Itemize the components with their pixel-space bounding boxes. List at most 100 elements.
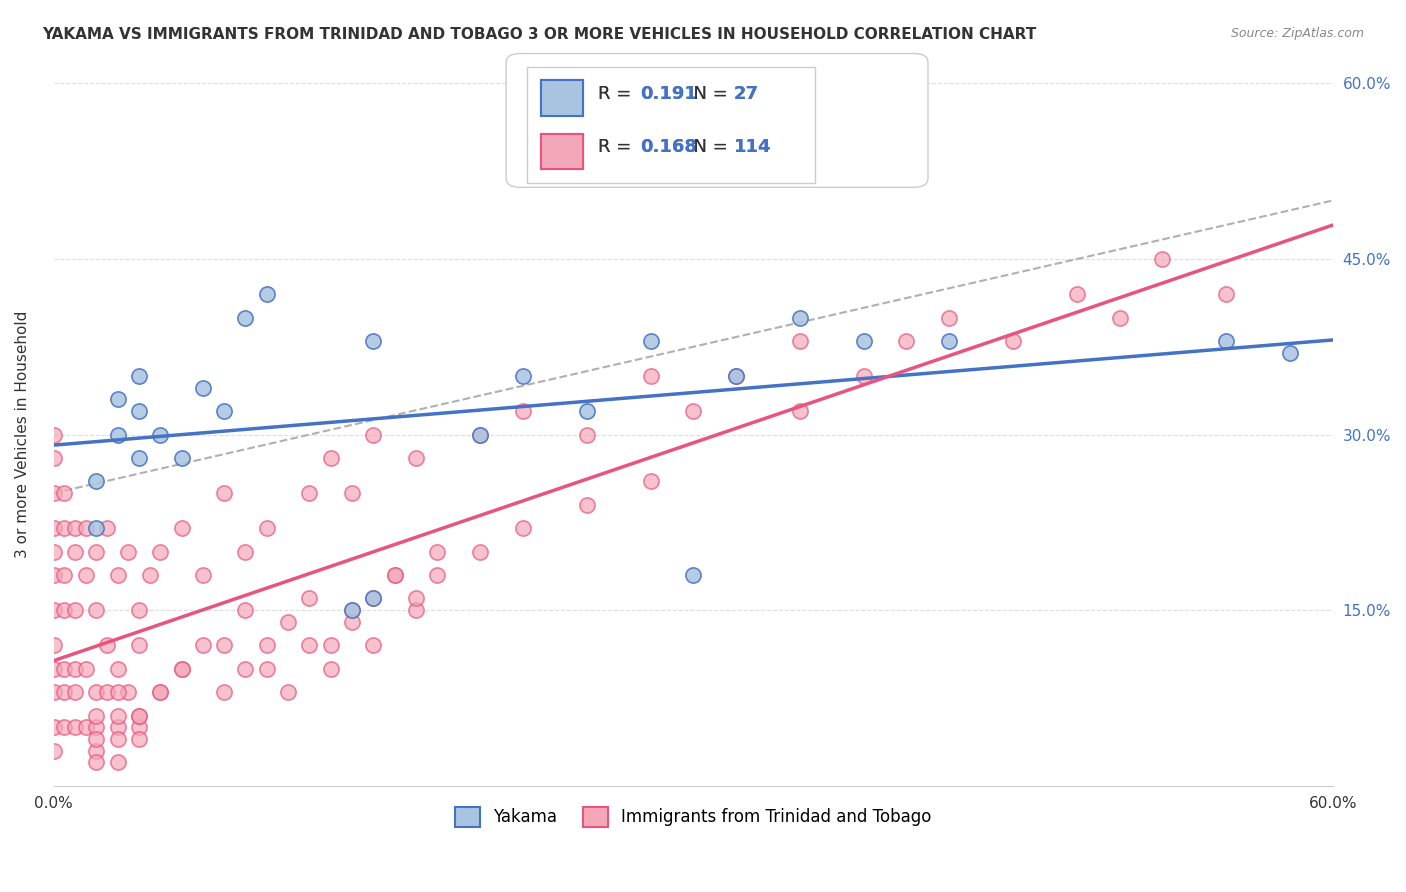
Point: [63, 685, 86, 699]
Text: R =: R =: [598, 85, 637, 103]
Point: [235, 662, 257, 676]
Point: [107, 685, 129, 699]
Point: [128, 450, 150, 465]
Point: [128, 369, 150, 384]
Point: [107, 568, 129, 582]
Y-axis label: 3 or more Vehicles in Household: 3 or more Vehicles in Household: [15, 311, 30, 558]
Text: YAKAMA VS IMMIGRANTS FROM TRINIDAD AND TOBAGO 3 OR MORE VEHICLES IN HOUSEHOLD CO: YAKAMA VS IMMIGRANTS FROM TRINIDAD AND T…: [42, 27, 1036, 42]
Point: [640, 475, 662, 489]
Point: [107, 392, 129, 407]
Point: [298, 486, 321, 500]
Point: [426, 544, 449, 558]
Point: [340, 603, 363, 617]
Text: N =: N =: [682, 138, 734, 156]
Point: [84, 544, 107, 558]
Point: [96, 521, 118, 535]
Point: [107, 427, 129, 442]
Point: [468, 427, 491, 442]
Point: [53, 568, 76, 582]
Point: [63, 603, 86, 617]
Text: 0.168: 0.168: [640, 138, 697, 156]
Point: [340, 603, 363, 617]
Point: [1215, 334, 1237, 348]
Point: [42, 662, 65, 676]
Point: [212, 638, 235, 652]
Point: [789, 310, 811, 325]
Point: [512, 404, 534, 418]
Point: [75, 521, 97, 535]
Text: 114: 114: [734, 138, 772, 156]
Point: [53, 685, 76, 699]
Legend: Yakama, Immigrants from Trinidad and Tobago: Yakama, Immigrants from Trinidad and Tob…: [449, 800, 938, 834]
Text: 114: 114: [734, 138, 772, 156]
Point: [256, 521, 278, 535]
Point: [512, 369, 534, 384]
Point: [42, 544, 65, 558]
Point: [426, 568, 449, 582]
Point: [852, 334, 875, 348]
Point: [212, 486, 235, 500]
Text: N =: N =: [682, 85, 734, 103]
Point: [75, 720, 97, 734]
Point: [938, 310, 960, 325]
Point: [724, 369, 747, 384]
Point: [363, 334, 385, 348]
Point: [363, 591, 385, 606]
Point: [84, 720, 107, 734]
Point: [75, 662, 97, 676]
Point: [84, 685, 107, 699]
Point: [363, 638, 385, 652]
Point: [149, 544, 172, 558]
Point: [512, 521, 534, 535]
Point: [575, 498, 598, 512]
Point: [235, 310, 257, 325]
Point: [42, 638, 65, 652]
Point: [298, 591, 321, 606]
Point: [191, 568, 214, 582]
Point: [191, 638, 214, 652]
Point: [128, 708, 150, 723]
Point: [53, 662, 76, 676]
Text: R =: R =: [598, 138, 637, 156]
Text: N =: N =: [682, 138, 734, 156]
Point: [170, 662, 193, 676]
Point: [319, 450, 342, 465]
Point: [117, 685, 139, 699]
Point: [212, 404, 235, 418]
Point: [84, 521, 107, 535]
Text: N =: N =: [682, 85, 734, 103]
Point: [84, 731, 107, 746]
Point: [107, 756, 129, 770]
Point: [277, 685, 299, 699]
Text: 27: 27: [734, 85, 759, 103]
Point: [42, 486, 65, 500]
Point: [384, 568, 406, 582]
Point: [1066, 287, 1088, 301]
Point: [405, 603, 427, 617]
Point: [405, 450, 427, 465]
Point: [117, 544, 139, 558]
Point: [575, 427, 598, 442]
Point: [1215, 287, 1237, 301]
Point: [128, 731, 150, 746]
Point: [256, 638, 278, 652]
Point: [107, 662, 129, 676]
Point: [63, 521, 86, 535]
Point: [84, 708, 107, 723]
Point: [340, 615, 363, 629]
Point: [896, 334, 918, 348]
Point: [42, 603, 65, 617]
Point: [53, 521, 76, 535]
Point: [96, 638, 118, 652]
Point: [63, 544, 86, 558]
Point: [42, 568, 65, 582]
Point: [75, 568, 97, 582]
Point: [149, 685, 172, 699]
Point: [319, 662, 342, 676]
Point: [53, 603, 76, 617]
Point: [640, 334, 662, 348]
Point: [212, 685, 235, 699]
Text: Source: ZipAtlas.com: Source: ZipAtlas.com: [1230, 27, 1364, 40]
Point: [107, 720, 129, 734]
Point: [42, 744, 65, 758]
